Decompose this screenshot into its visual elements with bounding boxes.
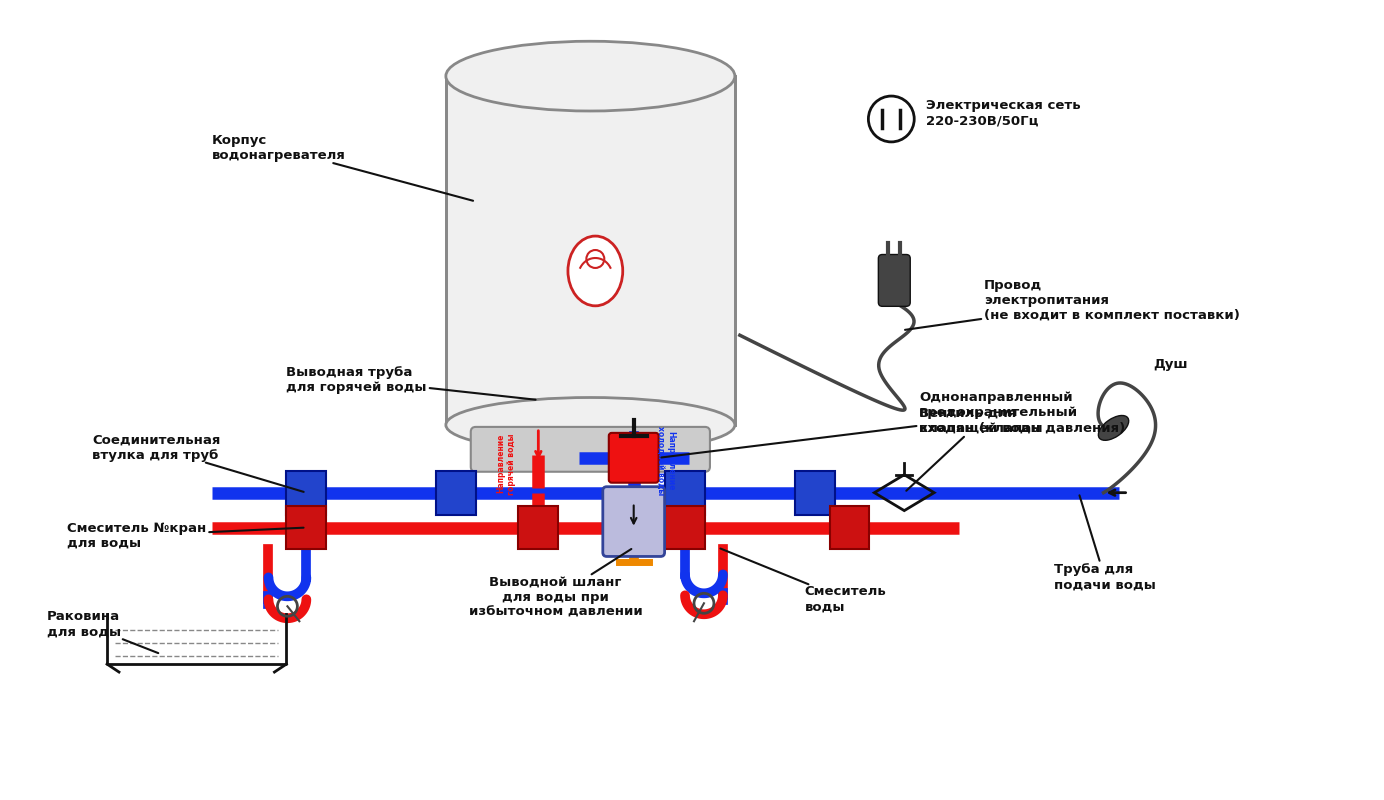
FancyBboxPatch shape bbox=[519, 506, 558, 550]
Text: Соединительная
втулка для труб: Соединительная втулка для труб bbox=[93, 434, 303, 492]
Text: Провод
электропитания
(не входит в комплект поставки): Провод электропитания (не входит в компл… bbox=[905, 279, 1240, 330]
Text: Смеситель
воды: Смеситель воды bbox=[721, 549, 886, 614]
Text: Направление
холодной воды: Направление холодной воды bbox=[656, 426, 675, 495]
Ellipse shape bbox=[1099, 415, 1129, 440]
Text: Раковина
для воды: Раковина для воды bbox=[47, 610, 158, 653]
FancyBboxPatch shape bbox=[603, 486, 664, 557]
FancyBboxPatch shape bbox=[879, 254, 911, 306]
FancyBboxPatch shape bbox=[471, 427, 710, 472]
Ellipse shape bbox=[446, 42, 735, 111]
Text: Вентиль для
входящей воды: Вентиль для входящей воды bbox=[907, 407, 1042, 490]
Text: Направление
горячей воды: Направление горячей воды bbox=[497, 433, 516, 494]
FancyBboxPatch shape bbox=[829, 506, 869, 550]
Ellipse shape bbox=[446, 398, 735, 452]
FancyBboxPatch shape bbox=[609, 433, 659, 482]
FancyBboxPatch shape bbox=[286, 470, 327, 514]
Text: Труба для
подачи воды: Труба для подачи воды bbox=[1053, 495, 1156, 591]
FancyBboxPatch shape bbox=[446, 76, 735, 425]
FancyBboxPatch shape bbox=[666, 506, 704, 550]
Text: Душ: Душ bbox=[1153, 358, 1187, 371]
Text: Выводная труба
для горячей воды: Выводная труба для горячей воды bbox=[286, 366, 536, 400]
Text: Корпус
водонагревателя: Корпус водонагревателя bbox=[212, 134, 473, 201]
Text: Электрическая сеть
220-230В/50Гц: Электрическая сеть 220-230В/50Гц bbox=[926, 99, 1081, 127]
Text: Смеситель №кран
для воды: Смеситель №кран для воды bbox=[68, 522, 303, 550]
FancyBboxPatch shape bbox=[286, 506, 327, 550]
FancyBboxPatch shape bbox=[794, 470, 835, 514]
FancyBboxPatch shape bbox=[666, 470, 704, 514]
Ellipse shape bbox=[567, 236, 623, 306]
Text: Выводной шланг
для воды при
избыточном давлении: Выводной шланг для воды при избыточном д… bbox=[469, 549, 642, 619]
Text: Однонаправленный
предохранительный
клапан (клапан давления): Однонаправленный предохранительный клапа… bbox=[662, 391, 1125, 458]
FancyBboxPatch shape bbox=[436, 470, 476, 514]
